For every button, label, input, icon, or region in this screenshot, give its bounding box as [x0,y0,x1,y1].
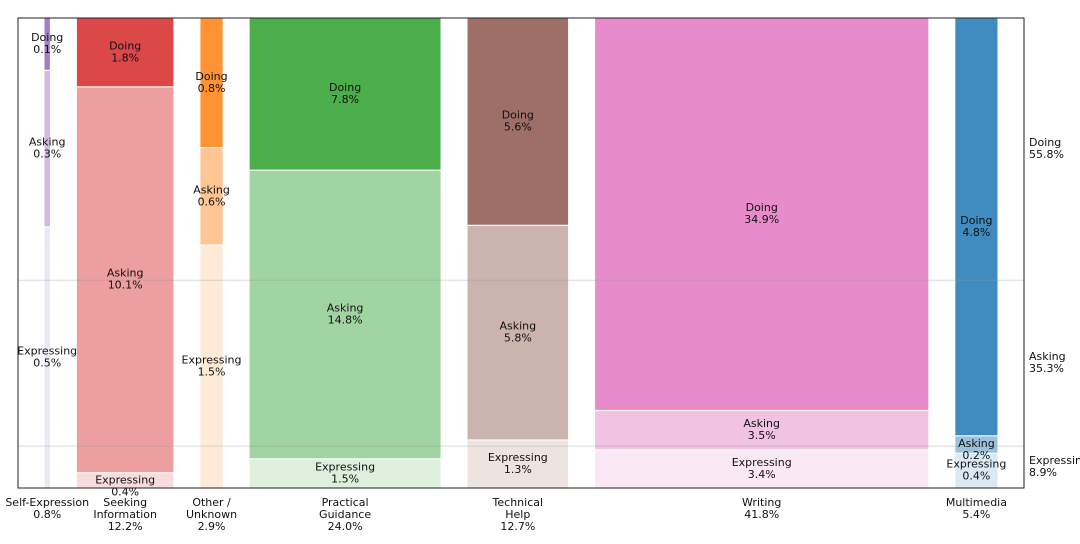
segment-pct-practical-guidance-asking: 14.8% [328,313,363,326]
segment-multimedia-doing [954,17,999,437]
category-label-other-unknown: Other / [192,496,231,509]
labels-layer: Expressing0.5%Asking0.3%Doing0.1%Self-Ex… [5,31,1080,533]
category-label-multimedia: Multimedia [946,496,1007,509]
segment-pct-writing-expressing: 3.4% [748,468,776,481]
segment-label-technical-help-doing: Doing [502,109,534,122]
segment-pct-writing-asking: 3.5% [748,429,776,442]
segment-seeking-information-doing [75,17,175,88]
segment-label-practical-guidance-expressing: Expressing [315,460,375,473]
segment-pct-multimedia-expressing: 0.4% [962,470,990,483]
segment-pct-self-expression-doing: 0.1% [33,43,61,56]
category-share-seeking-information-2: 12.2% [108,520,143,533]
total-label-asking: Asking [1029,350,1066,363]
category-label-practical-guidance: Practical [322,496,369,509]
segment-technical-help-doing [466,17,570,226]
category-label-seeking-information: Seeking [103,496,147,509]
category-share-other-unknown-2: 2.9% [198,520,226,533]
total-label-expressing: Expressing [1029,454,1080,467]
category-label-seeking-information-1: Information [93,508,157,521]
segment-label-other-unknown-expressing: Expressing [182,353,242,366]
segment-label-other-unknown-asking: Asking [193,183,230,196]
segment-pct-seeking-information-doing: 1.8% [111,51,139,64]
category-label-writing: Writing [742,496,781,509]
category-share-technical-help-2: 12.7% [500,520,535,533]
segment-pct-technical-help-asking: 5.8% [504,332,532,345]
segment-pct-practical-guidance-expressing: 1.5% [331,472,359,485]
category-label-practical-guidance-1: Guidance [319,508,371,521]
category-label-self-expression: Self-Expression [5,496,89,509]
segment-pct-practical-guidance-doing: 7.8% [331,93,359,106]
segment-label-self-expression-doing: Doing [31,31,63,44]
segment-label-multimedia-expressing: Expressing [946,458,1006,471]
segment-pct-technical-help-doing: 5.6% [504,121,532,134]
segment-pct-other-unknown-asking: 0.6% [198,195,226,208]
segment-pct-seeking-information-asking: 10.1% [108,279,143,292]
segment-label-technical-help-expressing: Expressing [488,451,548,464]
segment-practical-guidance-doing [248,17,442,171]
category-share-writing-1: 41.8% [744,508,779,521]
segment-pct-multimedia-doing: 4.8% [962,226,990,239]
reference-lines [18,279,1024,447]
segment-label-seeking-information-doing: Doing [109,39,141,52]
segment-writing-asking [594,409,930,451]
total-pct-doing: 55.8% [1029,148,1064,161]
segment-seeking-information-asking [75,86,175,474]
segment-label-seeking-information-asking: Asking [107,267,144,280]
segment-writing-expressing [594,449,930,489]
segment-pct-technical-help-expressing: 1.3% [504,463,532,476]
segment-label-self-expression-expressing: Expressing [17,344,77,357]
bars-layer [43,17,999,489]
segment-label-practical-guidance-doing: Doing [329,81,361,94]
segment-label-writing-doing: Doing [746,201,778,214]
total-label-doing: Doing [1029,136,1061,149]
segment-pct-other-unknown-expressing: 1.5% [198,365,226,378]
segment-multimedia-expressing [954,452,999,489]
segment-pct-other-unknown-doing: 0.8% [198,82,226,95]
segment-practical-guidance-asking [248,169,442,460]
segment-practical-guidance-expressing [248,458,442,489]
segment-pct-seeking-information-expressing: 0.4% [111,486,139,499]
segment-label-multimedia-doing: Doing [960,214,992,227]
segment-pct-writing-doing: 34.9% [744,213,779,226]
category-share-practical-guidance-2: 24.0% [328,520,363,533]
category-label-technical-help: Technical [492,496,544,509]
category-label-technical-help-1: Help [505,508,530,521]
total-pct-expressing: 8.9% [1029,466,1057,479]
segment-pct-self-expression-expressing: 0.5% [33,356,61,369]
segment-writing-doing [594,17,930,411]
plot-frame [17,17,1025,489]
segment-label-self-expression-asking: Asking [29,136,66,149]
category-share-self-expression-1: 0.8% [33,508,61,521]
segment-label-multimedia-asking: Asking [958,437,995,450]
category-share-multimedia-1: 5.4% [962,508,990,521]
category-label-other-unknown-1: Unknown [186,508,237,521]
segment-pct-multimedia-asking: 0.2% [962,449,990,462]
segment-pct-self-expression-asking: 0.3% [33,148,61,161]
segment-label-practical-guidance-asking: Asking [327,301,364,314]
segment-technical-help-expressing [466,439,570,489]
segment-label-technical-help-asking: Asking [499,320,536,333]
segment-label-writing-asking: Asking [743,417,780,430]
segment-label-writing-expressing: Expressing [732,456,792,469]
total-pct-asking: 35.3% [1029,362,1064,375]
segment-label-other-unknown-doing: Doing [195,70,227,83]
segment-label-seeking-information-expressing: Expressing [95,474,155,487]
